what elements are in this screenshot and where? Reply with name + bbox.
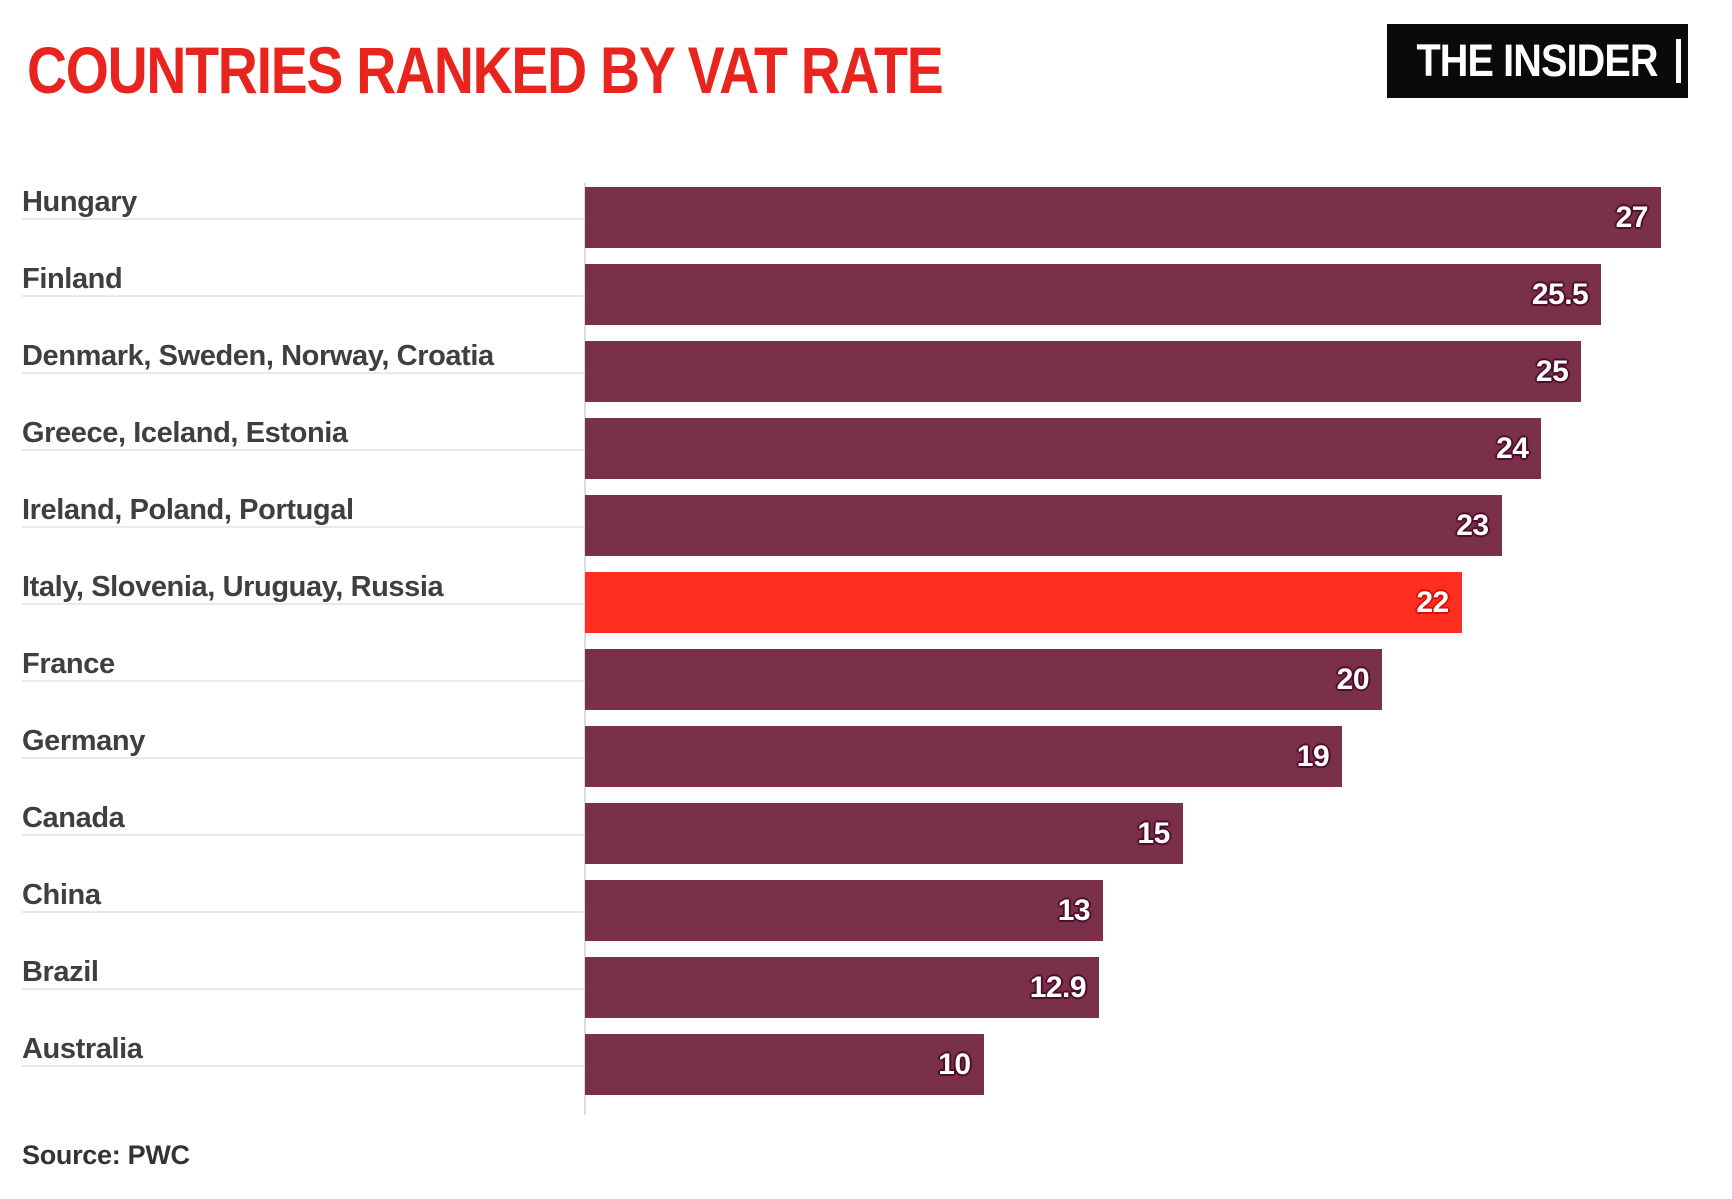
- chart-row: Hungary 27: [22, 187, 1710, 264]
- value-label: 20: [1336, 662, 1370, 696]
- bar-track: 22: [585, 572, 1661, 633]
- category-label: France: [22, 649, 585, 682]
- bar: 25: [585, 341, 1582, 402]
- value-label: 13: [1057, 893, 1091, 927]
- chart-row: Australia 10: [22, 1034, 1710, 1111]
- chart-row: Germany 19: [22, 726, 1710, 803]
- chart-rows: Hungary 27 Finland 25.5 Denmark, Sweden, Nor…: [22, 187, 1710, 1111]
- value-label: 27: [1615, 200, 1649, 234]
- value-label: 19: [1296, 739, 1330, 773]
- value-label: 22: [1416, 585, 1449, 619]
- value-label: 24: [1496, 431, 1529, 465]
- chart-row: China 13: [22, 880, 1710, 957]
- bar-track: 25: [585, 341, 1661, 402]
- chart-row: Finland 25.5: [22, 264, 1710, 341]
- category-label: Greece, Iceland, Estonia: [22, 418, 585, 451]
- category-label: Ireland, Poland, Portugal: [22, 495, 585, 528]
- chart-row: Canada 15: [22, 803, 1710, 880]
- category-label: Canada: [22, 803, 585, 836]
- bar: 25.5: [585, 264, 1602, 325]
- category-label: Finland: [22, 264, 585, 297]
- bar: 23: [585, 495, 1502, 556]
- value-label: 25: [1535, 354, 1569, 388]
- chart-row: Greece, Iceland, Estonia 24: [22, 418, 1710, 495]
- bar: 10: [585, 1034, 984, 1095]
- category-label: Brazil: [22, 957, 585, 990]
- bar-track: 24: [585, 418, 1661, 479]
- bar-chart: Hungary 27 Finland 25.5 Denmark, Sweden, Nor…: [22, 183, 1710, 1115]
- value-label: 15: [1137, 816, 1170, 850]
- bar-track: 12.9: [585, 957, 1661, 1018]
- bar-track: 10: [585, 1034, 1661, 1095]
- chart-row: Italy, Slovenia, Uruguay, Russia 22: [22, 572, 1710, 649]
- bar-track: 15: [585, 803, 1661, 864]
- bar: 20: [585, 649, 1383, 710]
- value-label: 12.9: [1029, 970, 1087, 1004]
- bar: 24: [585, 418, 1542, 479]
- category-label: Hungary: [22, 187, 585, 220]
- bar-track: 23: [585, 495, 1661, 556]
- chart-row: Ireland, Poland, Portugal 23: [22, 495, 1710, 572]
- the-insider-logo: THE INSIDER: [1387, 24, 1688, 98]
- chart-title: COUNTRIES RANKED BY VAT RATE: [27, 33, 944, 107]
- bar: 15: [585, 803, 1183, 864]
- bar: 13: [585, 880, 1104, 941]
- logo-text: THE INSIDER: [1416, 35, 1659, 86]
- bar-track: 27: [585, 187, 1661, 248]
- chart-row: Denmark, Sweden, Norway, Croatia 25: [22, 341, 1710, 418]
- bar-track: 19: [585, 726, 1661, 787]
- bar: 27: [585, 187, 1661, 248]
- source-note: Source: PWC: [22, 1140, 190, 1170]
- category-label: Germany: [22, 726, 585, 759]
- bar-highlighted: 22: [585, 572, 1462, 633]
- category-label: Denmark, Sweden, Norway, Croatia: [22, 341, 585, 374]
- category-label: China: [22, 880, 585, 913]
- logo-cursor-bar: [1676, 39, 1681, 83]
- bar: 19: [585, 726, 1343, 787]
- bar-track: 20: [585, 649, 1661, 710]
- value-label: 25.5: [1531, 277, 1589, 311]
- category-label: Australia: [22, 1034, 585, 1067]
- chart-row: France 20: [22, 649, 1710, 726]
- chart-row: Brazil 12.9: [22, 957, 1710, 1034]
- bar-track: 25.5: [585, 264, 1661, 325]
- category-label: Italy, Slovenia, Uruguay, Russia: [22, 572, 585, 605]
- value-label: 10: [938, 1047, 971, 1081]
- bar-track: 13: [585, 880, 1661, 941]
- value-label: 23: [1456, 508, 1489, 542]
- bar: 12.9: [585, 957, 1100, 1018]
